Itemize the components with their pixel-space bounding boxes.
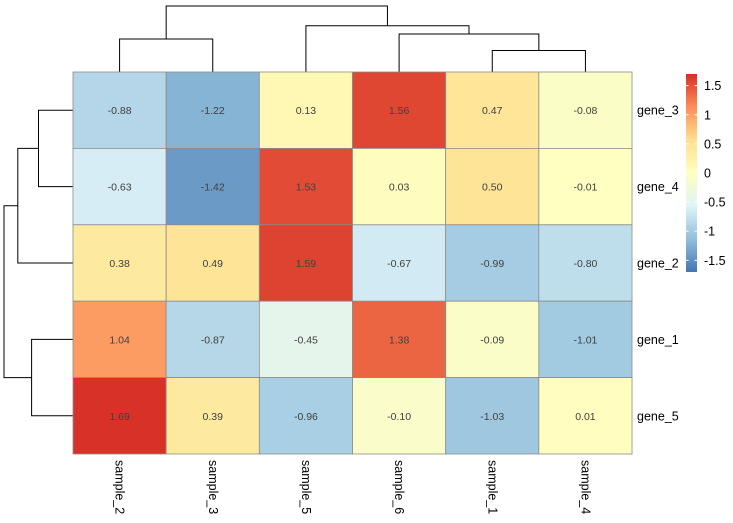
row-label: gene_1 [637,333,679,347]
heatmap-cell [352,147,447,226]
heatmap-cell [538,71,633,149]
cell-value-label: 1.38 [389,334,410,346]
row-dendrogram [3,109,73,417]
cell-value-label: 1.69 [109,411,130,423]
legend-tick-label: 1.5 [704,79,721,93]
cell-value-label: -1.01 [573,334,597,346]
cell-value-label: -1.22 [201,105,225,117]
dendrogram-branch [398,33,540,72]
row-labels: gene_3 gene_4 gene_2 gene_1 gene_5 [637,104,679,424]
column-label: sample_5 [299,460,313,514]
cell-value-label: 0.38 [109,258,130,270]
cell-value-label: -0.45 [294,334,318,346]
legend-tick-label: -1.5 [704,254,726,268]
cell-value-label: 1.59 [296,258,317,270]
heatmap-cell [445,377,540,455]
heatmap-cell [445,147,540,226]
heatmap-cell [72,300,167,379]
column-label: sample_3 [206,460,220,514]
dendrogram-branch [17,147,73,264]
heatmap-cell [72,377,167,455]
heatmap-cell [352,377,447,455]
heatmap-cell [258,224,353,302]
cell-value-label: -0.87 [201,334,225,346]
legend-tick-label: 1 [704,108,711,122]
cell-value-label: -0.80 [573,258,597,270]
heatmap-cell-labels: -0.88 -1.22 0.13 1.56 0.47 -0.08 -0.63 -1.42 1.5… [108,105,598,423]
heatmap-cell [352,300,447,379]
heatmap-cell [538,147,633,226]
legend-tick-label: -1 [704,225,715,239]
heatmap-cell [258,377,353,455]
cell-value-label: -0.99 [480,258,504,270]
column-dendrogram [119,5,586,72]
column-label: sample_6 [392,460,406,514]
legend-color-bar [686,74,697,272]
heatmap-cell [538,300,633,379]
legend-tick-label: -0.5 [704,196,726,210]
cell-value-label: 0.01 [575,411,596,423]
heatmap-cell [165,377,260,455]
cell-value-label: -0.67 [387,258,411,270]
heatmap-cell [72,224,167,302]
heatmap-cell [445,300,540,379]
cell-value-label: 0.50 [482,182,503,194]
cell-value-label: -1.42 [201,182,225,194]
row-label: gene_2 [637,257,679,271]
heatmap-cell [165,147,260,226]
row-label: gene_4 [637,180,679,194]
legend-tick-label: 0 [704,167,711,181]
cell-value-label: -0.10 [387,411,411,423]
cell-value-label: 0.39 [203,411,224,423]
heatmap-cell [258,147,353,226]
cell-value-label: -0.01 [573,182,597,194]
cell-value-label: -0.63 [108,182,132,194]
color-legend: 1.5 1 0.5 0 -0.5 -1 -1.5 [686,74,726,272]
row-label: gene_5 [637,409,679,423]
dendrogram-branch [38,109,73,188]
dendrogram-branch [305,25,470,72]
cell-value-label: 1.56 [389,105,410,117]
legend-tick-label: 0.5 [704,137,721,151]
cell-value-label: 0.49 [203,258,224,270]
cell-value-label: 0.03 [389,182,410,194]
cell-value-label: 1.04 [109,334,130,346]
cell-value-label: 0.47 [482,105,503,117]
dendrogram-branch [3,205,32,379]
row-label: gene_3 [637,104,679,118]
dendrogram-branch [119,38,214,72]
dendrogram-branch [165,5,388,39]
column-label: sample_1 [485,460,499,514]
cell-value-label: 0.13 [296,105,317,117]
column-labels: sample_2 sample_3 sample_5 sample_6 sample_1… [113,460,593,514]
column-label: sample_4 [578,460,592,514]
dendrogram-branch [31,338,73,417]
cell-value-label: -1.03 [480,411,504,423]
heatmap-cell [165,224,260,302]
cell-value-label: 1.53 [296,182,317,194]
cell-value-label: -0.96 [294,411,318,423]
heatmap-cell [165,71,260,149]
legend-ticks: 1.5 1 0.5 0 -0.5 -1 -1.5 [686,79,726,268]
cell-value-label: -0.08 [573,105,597,117]
heatmap-cell [538,377,633,455]
column-label: sample_2 [113,460,127,514]
dendrogram-branch [491,50,586,72]
heatmap-cell [258,300,353,379]
heatmap-cells [72,71,633,455]
cell-value-label: -0.88 [108,105,132,117]
heatmap-cell [538,224,633,302]
cell-value-label: -0.09 [480,334,504,346]
